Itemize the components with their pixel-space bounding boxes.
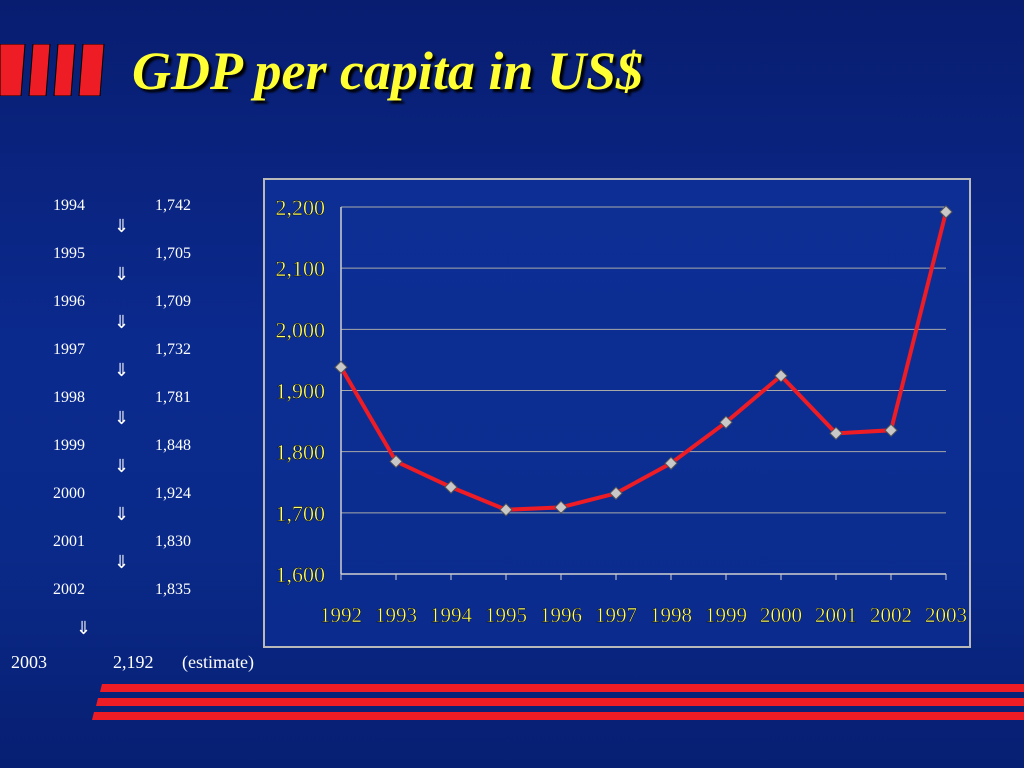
table-value: 1,848 <box>155 437 191 454</box>
data-point-diamond <box>884 423 898 437</box>
table-value: 1,781 <box>155 389 191 406</box>
x-tick-label: 2002 <box>870 603 912 627</box>
table-value: 1,742 <box>155 197 191 214</box>
chart-frame: 1,600 1,700 1,800 1,900 2,000 2,100 2,200 1992 1… <box>263 178 971 648</box>
x-tick-label: 1999 <box>705 603 747 627</box>
table-year: 1996 <box>53 293 85 310</box>
x-tick-label: 1992 <box>320 603 362 627</box>
table-value: 1,709 <box>155 293 191 310</box>
logo-bars <box>0 44 105 96</box>
x-tick-label: 2003 <box>925 603 967 627</box>
down-arrow-icon: ⇓ <box>76 618 92 639</box>
x-tick-label: 2000 <box>760 603 802 627</box>
y-tick-label: 2,200 <box>276 195 326 220</box>
series-line <box>339 211 948 512</box>
x-tick-label: 1996 <box>540 603 582 627</box>
data-point-diamond <box>774 369 788 383</box>
table-year: 1997 <box>53 341 85 358</box>
table-value-estimate: 2,192 <box>113 652 154 672</box>
table-year: 1999 <box>53 437 85 454</box>
x-tick-label: 1994 <box>430 603 473 627</box>
table-value: 1,732 <box>155 341 191 358</box>
data-point-diamond <box>554 500 568 515</box>
gdp-table: 1994 1,742 ⇓ 1995 1,705 ⇓ 1996 1,709 ⇓ 1… <box>0 0 300 680</box>
x-tick-label: 2001 <box>815 603 857 627</box>
table-year: 2000 <box>53 485 85 502</box>
down-arrow-icon: ⇓ <box>114 312 130 333</box>
table-value: 1,924 <box>155 485 191 502</box>
down-arrow-icon: ⇓ <box>114 504 130 525</box>
data-point-diamond <box>939 205 953 219</box>
table-value: 1,705 <box>155 245 191 262</box>
estimate-note: (estimate) <box>182 652 254 672</box>
y-tick-label: 2,000 <box>276 317 326 342</box>
table-value: 1,835 <box>155 581 191 598</box>
x-tick-label: 1997 <box>595 603 637 627</box>
y-tick-label: 1,800 <box>276 440 326 465</box>
slide-title: GDP per capita in US$ <box>132 41 643 101</box>
table-year: 1998 <box>53 389 85 406</box>
table-year: 1994 <box>53 197 85 214</box>
data-point-diamond <box>664 456 678 470</box>
x-tick-label: 1995 <box>485 603 527 627</box>
data-point-diamond <box>719 415 733 430</box>
y-tick-label: 2,100 <box>276 256 326 281</box>
down-arrow-icon: ⇓ <box>114 552 130 573</box>
table-year: 2002 <box>53 581 85 598</box>
table-year: 2001 <box>53 533 85 550</box>
x-tick-label: 1993 <box>375 603 417 627</box>
data-point-diamond <box>389 454 403 469</box>
table-value: 1,830 <box>155 533 191 550</box>
data-point-diamond <box>444 480 458 494</box>
data-point-diamond <box>499 503 513 517</box>
table-year-estimate: 2003 <box>11 652 47 672</box>
down-arrow-icon: ⇓ <box>114 216 130 237</box>
gdp-line-chart: 1,600 1,700 1,800 1,900 2,000 2,100 2,200 1992 1… <box>275 195 967 627</box>
data-point-diamond <box>829 426 843 441</box>
decorative-stripes <box>92 684 1024 720</box>
data-point-diamond <box>334 360 348 374</box>
down-arrow-icon: ⇓ <box>114 456 130 477</box>
data-point-diamond <box>609 486 623 500</box>
y-tick-label: 1,900 <box>276 379 326 404</box>
y-tick-label: 1,700 <box>276 501 326 526</box>
down-arrow-icon: ⇓ <box>114 408 130 429</box>
x-tick-label: 1998 <box>650 603 692 627</box>
table-year: 1995 <box>53 245 85 262</box>
down-arrow-icon: ⇓ <box>114 264 130 285</box>
down-arrow-icon: ⇓ <box>114 360 130 381</box>
y-tick-label: 1,600 <box>276 562 326 587</box>
